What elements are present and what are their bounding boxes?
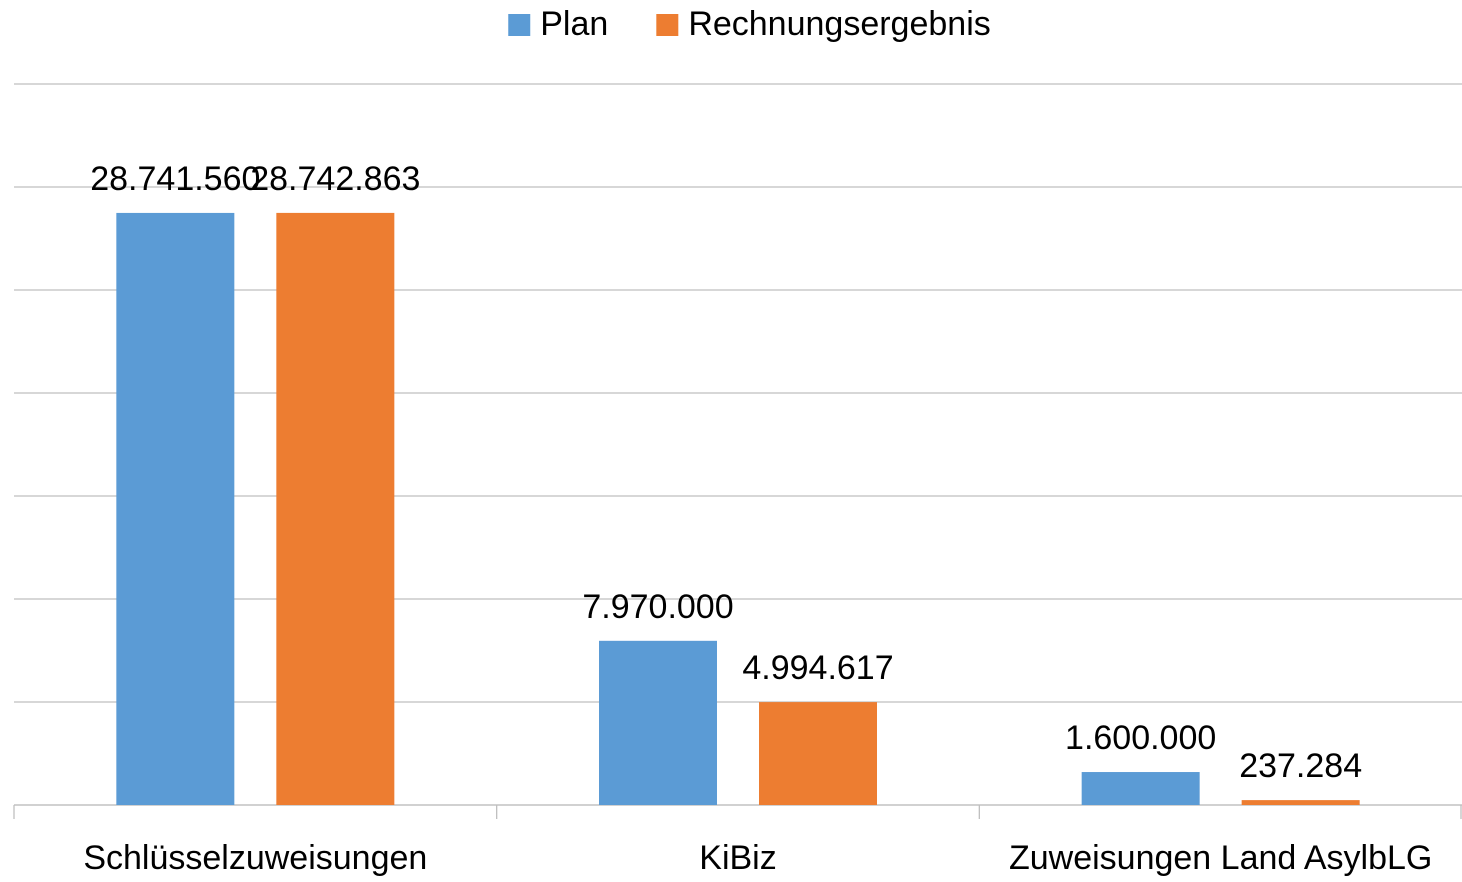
data-label: 28.741.560 [90,160,260,198]
data-label: 1.600.000 [1065,719,1216,757]
bar [276,212,395,805]
legend-label: Plan [540,5,608,43]
bar [1081,772,1200,805]
data-label: 7.970.000 [582,588,733,626]
data-label: 4.994.617 [742,649,893,687]
bar [599,640,717,805]
bar [759,702,877,805]
bar [116,212,235,806]
x-tick-label: Zuweisungen Land AsylbLG [1009,839,1432,877]
x-tick-label: KiBiz [699,839,776,877]
legend-label: Rechnungsergebnis [688,5,990,43]
bar [1241,800,1360,805]
data-label: 237.284 [1239,747,1362,785]
x-tick-label: Schlüsselzuweisungen [83,839,427,877]
legend-swatch [656,14,679,36]
legend-swatch [508,14,531,36]
data-label: 28.742.863 [250,160,420,198]
